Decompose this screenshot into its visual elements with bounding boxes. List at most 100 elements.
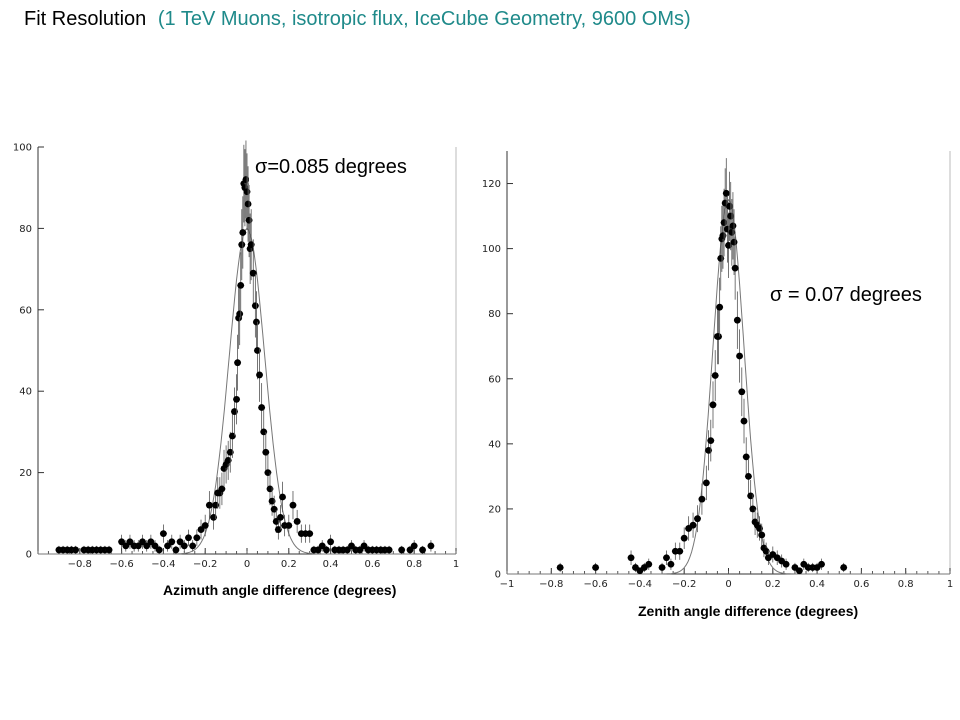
y-tick-label: 100 (13, 143, 32, 154)
data-point (731, 264, 739, 272)
data-point (139, 538, 146, 546)
data-point (728, 228, 736, 236)
data-point (233, 395, 240, 403)
x-tick-label: 0 (725, 579, 731, 590)
data-point (72, 546, 80, 554)
data-point (709, 401, 717, 409)
title-subtitle: (1 TeV Muons, isotropic flux, IceCube Ge… (157, 8, 691, 30)
data-point (314, 546, 322, 554)
x-tick-label: −1 (500, 579, 515, 590)
x-tick-label: −0.8 (68, 559, 92, 570)
data-point (143, 542, 151, 550)
data-point (756, 525, 763, 532)
x-tick-label: 0.8 (898, 579, 914, 590)
data-point (705, 446, 712, 454)
data-point (556, 564, 564, 571)
zenith-x-axis-label: Zenith angle difference (degrees) (638, 603, 859, 619)
data-point (244, 200, 252, 208)
x-tick-label: −0.2 (193, 559, 217, 570)
data-point (293, 518, 301, 525)
data-point (680, 534, 688, 542)
data-point (155, 546, 163, 554)
data-point (715, 333, 722, 340)
data-point (733, 316, 741, 324)
y-tick-label: 60 (19, 305, 32, 316)
slide-title: Fit Resolution (1 TeV Muons, isotropic f… (24, 8, 691, 31)
data-point (658, 564, 666, 571)
data-point (164, 542, 171, 550)
data-point (323, 546, 330, 554)
data-point (702, 479, 710, 487)
data-point (285, 522, 293, 529)
y-tick-label: 40 (488, 439, 501, 450)
data-point (193, 534, 201, 542)
x-tick-label: −0.6 (583, 579, 607, 590)
data-point (160, 530, 167, 538)
x-tick-label: 0.2 (281, 559, 297, 570)
x-tick-label: −0.8 (539, 579, 563, 590)
data-point (663, 554, 670, 562)
data-point (236, 310, 244, 318)
data-point (717, 254, 725, 262)
data-point (126, 538, 134, 546)
data-point (277, 513, 284, 521)
data-point (749, 505, 757, 513)
x-tick-label: 0.6 (853, 579, 869, 590)
data-point (398, 546, 406, 554)
data-point (818, 560, 825, 568)
data-point (694, 515, 701, 523)
x-tick-label: −0.6 (109, 559, 133, 570)
x-tick-label: 0.4 (809, 579, 825, 590)
data-point (122, 542, 130, 550)
data-point (239, 229, 247, 236)
azimuth-x-axis-label: Azimuth angle difference (degrees) (163, 582, 397, 598)
data-point (318, 542, 326, 550)
data-point (645, 560, 653, 568)
data-point (711, 372, 719, 379)
data-point (745, 472, 752, 480)
data-point (720, 219, 728, 226)
data-point (689, 521, 697, 529)
data-point (707, 437, 715, 444)
data-point (189, 542, 197, 550)
data-point (289, 501, 297, 509)
data-point (385, 546, 393, 554)
data-point (205, 501, 213, 509)
data-point (168, 538, 176, 546)
data-point (118, 538, 125, 546)
data-point (185, 534, 192, 542)
data-point (406, 546, 414, 554)
data-point (716, 303, 724, 311)
x-tick-label: 0.2 (765, 579, 781, 590)
data-point (172, 546, 180, 554)
y-tick-label: 40 (19, 387, 32, 398)
azimuth-resolution-plot: 0 20 40 60 80 100 −0.8 −0.6 −0.4 −0.2 0 0.2 0.4 0.6 0.… (13, 140, 459, 570)
x-tick-label: −0.4 (628, 579, 652, 590)
y-tick-label: 100 (482, 244, 501, 255)
data-point (840, 564, 848, 571)
x-tick-label: 1 (947, 579, 953, 590)
data-point (722, 189, 730, 197)
data-point (427, 542, 435, 550)
data-point (726, 202, 734, 210)
data-point (306, 530, 314, 538)
data-point (725, 241, 732, 249)
data-point (698, 495, 706, 503)
data-point (592, 564, 599, 571)
x-tick-label: 0.4 (323, 559, 339, 570)
data-point (627, 554, 635, 562)
data-point (356, 546, 364, 554)
y-tick-label: 0 (495, 570, 501, 581)
data-point (419, 546, 426, 554)
x-tick-label: 0.8 (406, 559, 422, 570)
data-point (758, 531, 766, 539)
data-point (730, 238, 738, 246)
data-point (736, 352, 743, 360)
data-point (676, 547, 684, 555)
data-point (147, 538, 155, 546)
data-point (234, 359, 241, 367)
data-point (253, 318, 260, 326)
data-point (180, 542, 188, 550)
data-point (667, 560, 675, 568)
data-point (238, 241, 246, 249)
